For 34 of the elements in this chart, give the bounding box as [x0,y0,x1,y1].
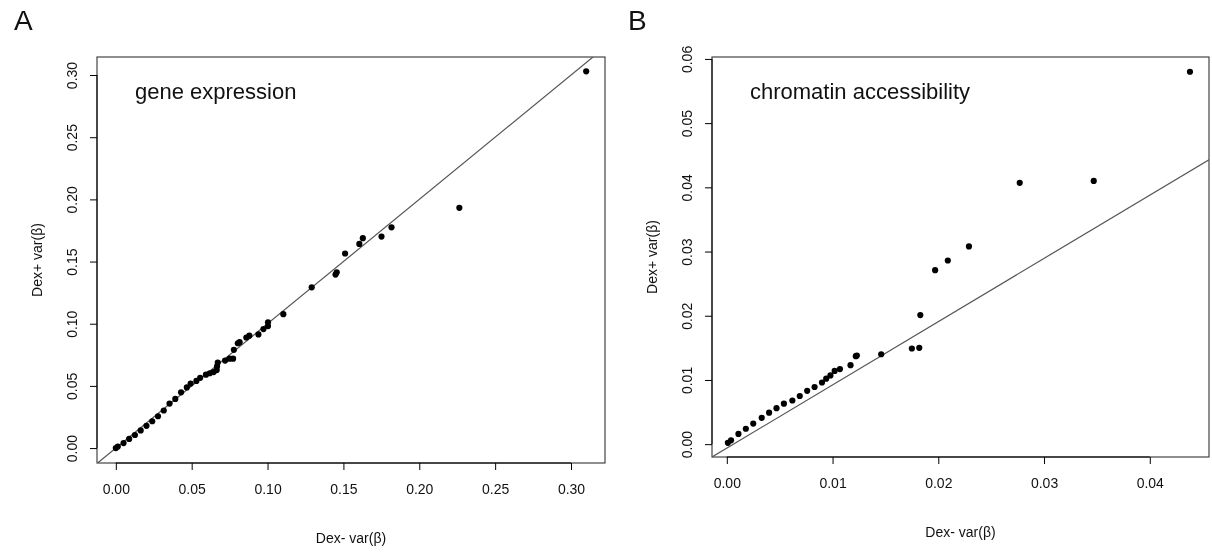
x-tick-label: 0.15 [330,481,358,497]
y-tick-label: 0.02 [679,302,695,330]
x-axis-title: Dex- var(β) [315,530,387,546]
x-tick-label: 0.00 [102,481,131,497]
x-tick-label: 0.05 [178,481,207,497]
x-tick-label: 0.10 [254,481,282,497]
x-tick-label: 0.00 [713,475,742,491]
y-axis-title: Dex+ var(β) [29,223,45,297]
y-tick-label: 0.10 [64,310,80,338]
text: A [14,5,33,36]
y-tick-label: 0.03 [679,238,695,266]
x-tick-label: 0.02 [925,475,953,491]
y-tick-label: 0.06 [679,45,695,74]
y-tick-label: 0.01 [679,366,695,395]
x-tick-label: 0.01 [819,475,847,491]
y-axis-title: Dex+ var(β) [644,220,660,294]
y-tick-label: 0.00 [679,430,695,459]
x-tick-label: 0.03 [1030,475,1059,491]
x-axis-title: Dex- var(β) [925,524,996,540]
text: gene expression [135,79,297,104]
y-tick-label: 0.05 [64,372,80,401]
x-tick-label: 0.25 [482,481,510,497]
y-tick-label: 0.05 [679,109,695,138]
text: B [628,5,647,36]
x-tick-label: 0.20 [406,481,434,497]
y-tick-label: 0.00 [64,434,80,463]
x-tick-label: 0.04 [1136,475,1165,491]
y-tick-label: 0.30 [64,61,80,90]
y-tick-label: 0.20 [64,186,80,214]
x-tick-label: 0.30 [557,481,586,497]
y-tick-label: 0.04 [679,174,695,202]
y-tick-label: 0.25 [64,123,80,152]
y-tick-label: 0.15 [64,248,80,276]
text: chromatin accessibility [750,79,971,104]
